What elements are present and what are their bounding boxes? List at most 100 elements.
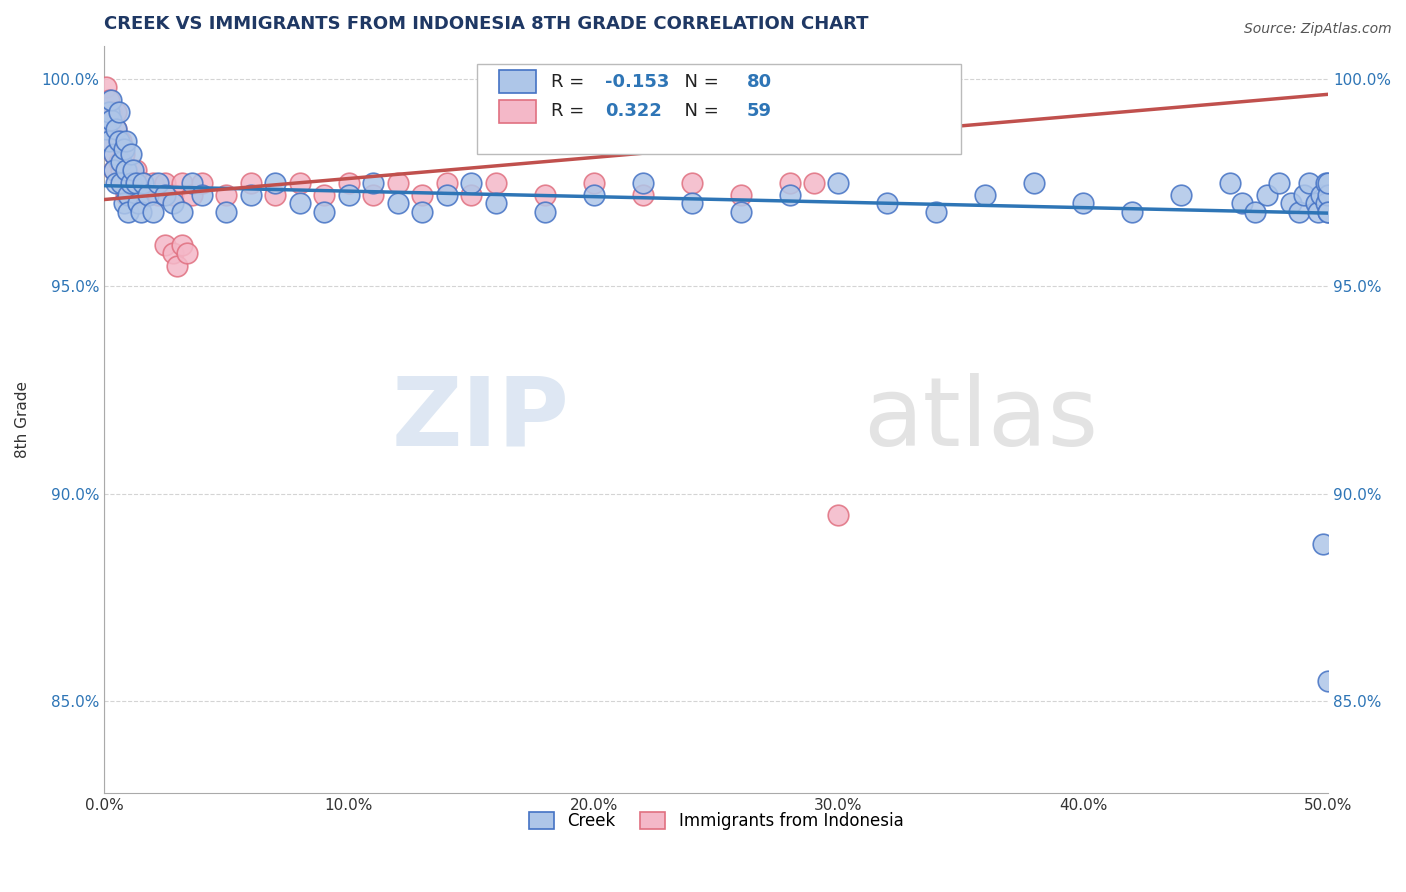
Point [582,188,605,202]
Point [460,176,482,190]
Point [100,113,122,128]
Point [337,188,360,202]
Point [876,196,898,211]
Point [1315,176,1337,190]
Point [1305,196,1327,211]
Point [172,204,194,219]
Point [162,246,184,260]
Point [411,188,433,202]
Point [103,163,125,178]
Point [122,188,145,202]
Text: atlas: atlas [863,373,1098,466]
Point [827,176,849,190]
Point [107,134,129,148]
Text: R =: R = [551,103,589,120]
Point [110,163,132,178]
Point [803,176,825,190]
Text: 0.322: 0.322 [605,103,662,120]
Point [117,176,139,190]
Point [631,188,654,202]
Point [117,204,139,219]
Point [730,204,752,219]
Point [125,176,148,190]
Point [436,188,458,202]
Point [103,163,125,178]
Point [1315,196,1337,211]
Text: ZIP: ZIP [391,373,569,466]
Point [1219,176,1241,190]
Point [172,238,194,252]
FancyBboxPatch shape [499,100,536,122]
Point [100,105,122,120]
Point [100,134,122,148]
Point [115,163,138,178]
Point [1298,176,1320,190]
Point [215,204,238,219]
Point [925,204,948,219]
Point [97,105,120,120]
Point [1317,673,1340,688]
Y-axis label: 8th Grade: 8th Grade [15,381,30,458]
Point [117,188,139,202]
Point [105,121,128,136]
Point [105,176,128,190]
Point [115,188,138,202]
Point [827,508,849,522]
Text: -0.153: -0.153 [605,72,669,90]
Point [1288,204,1310,219]
Point [105,121,128,136]
Point [146,188,169,202]
Point [411,204,433,219]
Point [779,176,801,190]
Point [314,204,336,219]
Point [122,163,145,178]
FancyBboxPatch shape [499,70,536,93]
Point [1308,204,1330,219]
Legend: Creek, Immigrants from Indonesia: Creek, Immigrants from Indonesia [522,805,910,837]
Point [314,188,336,202]
Point [239,188,262,202]
Point [191,176,214,190]
Point [129,188,152,202]
Point [166,259,188,273]
Point [142,176,165,190]
Point [1281,196,1303,211]
Point [107,154,129,169]
Point [112,146,135,161]
Point [264,188,287,202]
Point [110,134,132,148]
Point [100,93,122,107]
Point [1309,188,1331,202]
Point [1317,188,1340,202]
Point [215,188,238,202]
Text: 59: 59 [747,103,772,120]
Point [460,188,482,202]
Point [485,196,508,211]
Point [96,121,118,136]
Point [110,154,132,169]
Point [112,196,135,211]
Point [153,238,176,252]
Point [103,146,125,161]
Point [142,204,165,219]
Point [136,188,159,202]
Text: Source: ZipAtlas.com: Source: ZipAtlas.com [1244,22,1392,37]
Point [1232,196,1254,211]
Point [485,176,508,190]
Point [288,176,311,190]
Point [1256,188,1278,202]
Point [1170,188,1192,202]
Point [107,134,129,148]
Point [153,176,176,190]
Point [115,134,138,148]
Point [162,188,184,202]
Point [127,176,149,190]
Point [105,105,128,120]
Point [1292,188,1315,202]
Point [136,188,159,202]
Point [162,196,184,211]
FancyBboxPatch shape [478,64,960,154]
Point [120,176,142,190]
Point [125,163,148,178]
Point [631,176,654,190]
